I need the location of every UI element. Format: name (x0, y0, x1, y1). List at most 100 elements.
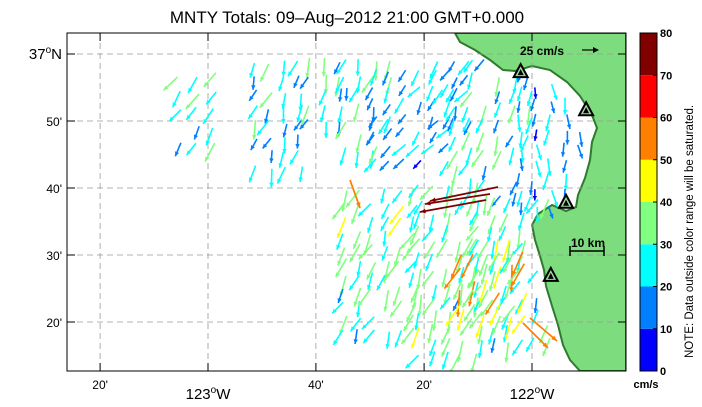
current-vector (429, 186, 499, 203)
current-vector (382, 230, 387, 247)
current-vector (366, 98, 374, 111)
current-vector (345, 189, 361, 208)
colorbar-tick-label: 80 (660, 28, 672, 40)
current-vector (456, 308, 465, 331)
current-vector (366, 131, 375, 146)
current-vector (452, 279, 463, 300)
current-vector (250, 138, 258, 151)
current-vector (353, 287, 362, 307)
current-vector (406, 204, 418, 219)
current-vector (421, 270, 435, 287)
y-tick-label: 50' (46, 115, 62, 129)
current-vector (379, 160, 390, 172)
current-vector (203, 72, 217, 88)
speed-scale-label: 25 cm/s (520, 44, 564, 58)
current-vector (394, 97, 405, 115)
current-vector (492, 266, 502, 290)
current-vector (525, 117, 533, 135)
current-vector (535, 144, 542, 161)
current-vector (462, 117, 471, 133)
current-vector (298, 166, 304, 183)
current-vector (478, 255, 488, 277)
current-vector (395, 127, 404, 138)
current-vector (507, 105, 516, 124)
current-vector (441, 351, 449, 370)
station-2-marker (577, 100, 595, 117)
current-vector (281, 106, 286, 124)
current-vector (424, 193, 491, 206)
current-vector (259, 92, 273, 109)
colorbar-tick-label: 60 (660, 113, 672, 125)
x-tick-label: 20' (416, 378, 432, 392)
current-vector (193, 126, 200, 140)
current-vector (321, 57, 326, 77)
current-vector (455, 290, 461, 317)
current-vector (482, 195, 488, 216)
current-vector (526, 90, 533, 107)
current-vector (408, 272, 415, 289)
current-vector (381, 246, 389, 261)
current-vector (502, 252, 514, 274)
current-vector (518, 131, 523, 149)
current-vector (383, 261, 390, 283)
current-vector (411, 131, 420, 146)
current-vector (550, 189, 559, 208)
current-vector (504, 316, 513, 341)
current-vector (506, 267, 521, 285)
current-vector (205, 127, 214, 146)
colorbar-tick-label: 20 (660, 282, 672, 294)
current-vector (421, 228, 434, 242)
current-vector (439, 70, 450, 82)
current-vector (502, 238, 511, 263)
current-vector (542, 172, 550, 191)
colorbar-segment (640, 244, 657, 287)
current-vector (389, 300, 403, 318)
station-3-marker (557, 192, 575, 209)
current-vector (522, 322, 549, 349)
colorbar-tick-label: 0 (660, 366, 666, 378)
current-vector (469, 210, 479, 226)
current-vector (533, 87, 538, 99)
current-vector (357, 203, 372, 217)
map-frame (66, 32, 627, 372)
colorbar-segment (640, 159, 657, 202)
current-vector (518, 212, 525, 231)
current-vector (518, 202, 524, 216)
x-tick-label: 40' (308, 378, 324, 392)
current-vector (504, 135, 514, 148)
current-vector (367, 272, 374, 290)
current-vector (490, 240, 496, 260)
current-vector (427, 119, 439, 130)
current-vector (428, 339, 437, 357)
current-vector (441, 224, 449, 243)
current-vector (408, 216, 415, 233)
current-vector (383, 87, 390, 104)
current-vector (425, 253, 434, 271)
current-vector (295, 134, 300, 149)
current-vector (508, 147, 515, 166)
speed-scale: 25 cm/s (520, 44, 599, 58)
current-vector (252, 120, 257, 140)
current-vector (405, 302, 417, 323)
colorbar-note: NOTE: Data outside color range will be s… (684, 105, 696, 358)
current-vector (543, 129, 550, 146)
current-vector (565, 130, 570, 145)
current-vector (332, 329, 344, 346)
current-vector (475, 132, 485, 153)
colorbar-segment (640, 328, 657, 371)
current-vector (334, 258, 348, 278)
current-vector (479, 279, 488, 303)
current-vector (473, 58, 485, 72)
current-vector (499, 257, 510, 274)
current-vector (382, 128, 393, 141)
current-vector (276, 166, 287, 184)
current-vector (402, 314, 414, 332)
current-vector (424, 241, 436, 259)
current-vector (498, 226, 507, 242)
current-vector (413, 252, 420, 269)
current-vector (461, 132, 471, 151)
current-vector (414, 313, 420, 331)
current-vector (525, 337, 535, 352)
current-vector (562, 159, 568, 173)
current-vector (293, 119, 303, 131)
